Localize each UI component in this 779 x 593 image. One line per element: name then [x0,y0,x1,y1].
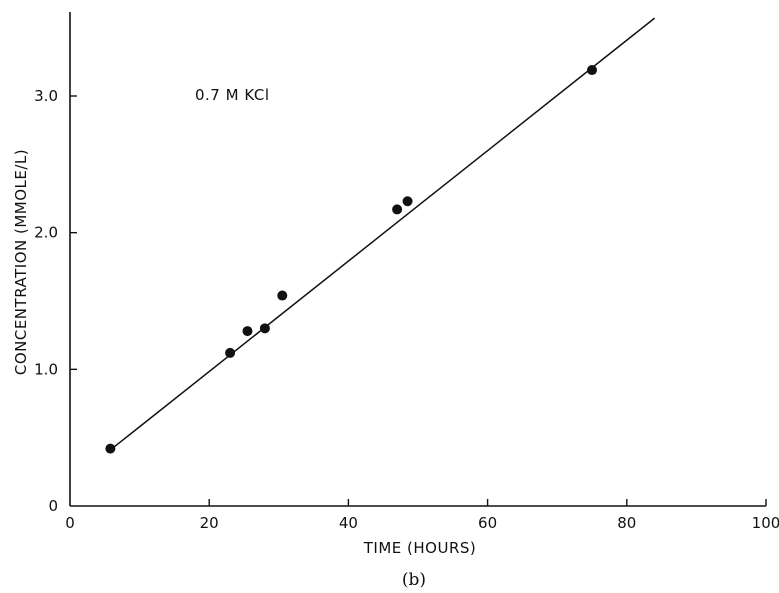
chart-annotation: 0.7 M KCl [195,86,270,104]
figure-caption: (b) [402,570,426,590]
x-tick-label: 40 [339,514,358,532]
x-tick-label: 0 [65,514,75,532]
data-point [225,347,236,358]
y-tick-label: 0 [48,497,58,515]
x-tick-label: 100 [752,514,779,532]
data-point [259,323,270,334]
data-point [402,196,413,207]
x-tick-label: 60 [478,514,497,532]
data-points [105,65,597,454]
y-axis: 0 1.0 2.0 3.0 [34,12,77,515]
y-tick-label: 1.0 [34,360,58,378]
x-axis: 0 20 40 60 80 100 [65,499,779,532]
fit-line [109,17,656,451]
data-point [587,65,597,76]
data-point [105,443,116,454]
y-tick-label: 2.0 [34,224,58,242]
data-point [242,326,253,337]
x-tick-label: 20 [200,514,219,532]
x-axis-title: TIME (HOURS) [363,539,477,557]
x-tick-label: 80 [617,514,636,532]
y-axis-title: CONCENTRATION (MMOLE/L) [12,149,30,375]
data-point [392,204,403,215]
data-point [277,290,288,301]
fit-line-group [109,17,656,451]
y-tick-label: 3.0 [34,87,58,105]
